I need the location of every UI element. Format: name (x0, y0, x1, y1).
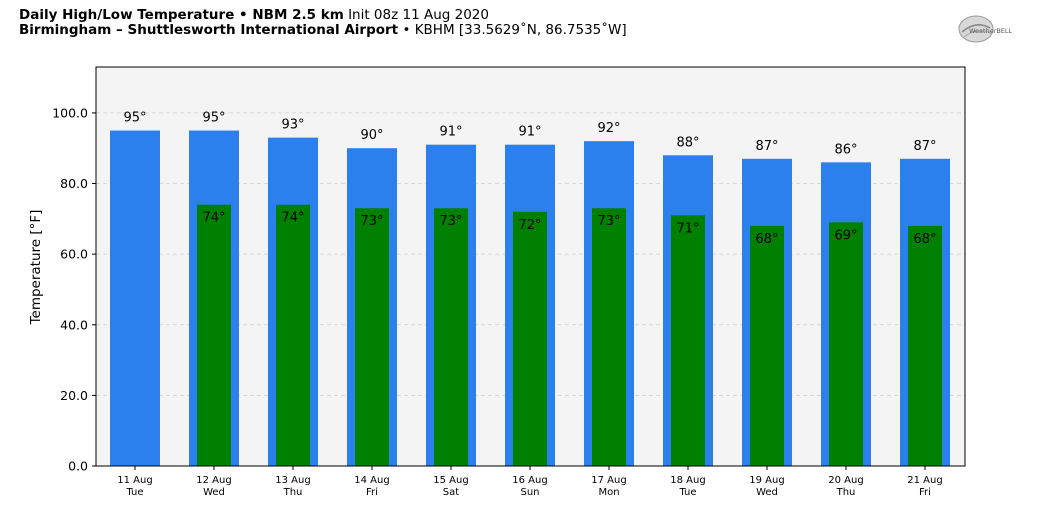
high-label: 87° (913, 139, 936, 154)
low-bar (592, 208, 626, 466)
x-tick-day: Sat (443, 487, 459, 498)
x-tick-date: 13 Aug (275, 475, 310, 486)
low-label: 68° (913, 232, 936, 247)
x-tick-day: Wed (203, 487, 225, 498)
low-bar (671, 215, 705, 466)
y-tick-label: 60.0 (60, 247, 88, 262)
low-bar (276, 204, 310, 467)
low-bar (434, 208, 468, 466)
low-label: 72° (518, 218, 541, 233)
x-tick-day: Tue (125, 487, 143, 498)
station-info: • KBHM [33.5629˚N, 86.7535˚W] (402, 22, 627, 38)
x-tick-day: Sun (520, 487, 539, 498)
high-label: 88° (676, 135, 699, 150)
low-label: 71° (676, 221, 699, 236)
x-tick-day: Mon (598, 487, 619, 498)
high-label: 95° (202, 111, 225, 126)
high-label: 90° (360, 128, 383, 143)
low-label: 74° (202, 211, 225, 226)
low-label: 69° (834, 228, 857, 243)
low-label: 73° (360, 214, 383, 229)
x-tick-date: 11 Aug (117, 475, 152, 486)
low-bar (355, 208, 389, 466)
x-tick-date: 18 Aug (670, 475, 705, 486)
low-bar (750, 225, 784, 466)
y-axis-label: Temperature [°F] (28, 210, 44, 326)
x-tick-date: 15 Aug (433, 475, 468, 486)
y-tick-label: 20.0 (60, 388, 88, 403)
high-label: 86° (834, 142, 857, 157)
x-tick-date: 19 Aug (749, 475, 784, 486)
x-tick-day: Thu (283, 487, 303, 498)
y-tick-label: 0.0 (68, 459, 88, 474)
y-tick-label: 40.0 (60, 317, 88, 332)
low-bars: 74° 74° 73° 73° 72° 73° 71° 68° 69° 68° (197, 204, 942, 467)
high-label: 95° (123, 111, 146, 126)
x-tick-day: Fri (919, 487, 931, 498)
x-tick-day: Thu (836, 487, 856, 498)
high-label: 93° (281, 118, 304, 133)
low-label: 68° (755, 232, 778, 247)
high-label: 91° (439, 125, 462, 140)
header-line-2: Birmingham – Shuttlesworth International… (19, 23, 627, 38)
low-bar (197, 204, 231, 467)
x-tick-date: 21 Aug (907, 475, 942, 486)
high-label: 91° (518, 125, 541, 140)
y-tick-label: 100.0 (52, 105, 88, 120)
x-tick-date: 14 Aug (354, 475, 389, 486)
y-tick-label: 80.0 (60, 176, 88, 191)
header-line-1: Daily High/Low Temperature • NBM 2.5 km … (19, 8, 627, 23)
location-name: Birmingham – Shuttlesworth International… (19, 22, 399, 38)
high-label: 92° (597, 121, 620, 136)
low-bar (908, 225, 942, 466)
low-label: 73° (439, 214, 462, 229)
x-tick-day: Tue (678, 487, 696, 498)
plot-frame (95, 66, 966, 467)
init-time: Init 08z 11 Aug 2020 (348, 7, 489, 23)
logo-text: WeatherBELL (969, 27, 1013, 35)
x-tick-date: 17 Aug (591, 475, 626, 486)
x-tick-date: 12 Aug (196, 475, 231, 486)
chart-header: Daily High/Low Temperature • NBM 2.5 km … (19, 8, 627, 38)
y-axis: 0.0 20.0 40.0 60.0 80.0 100.0 (52, 105, 96, 474)
x-tick-day: Wed (756, 487, 778, 498)
low-bar (513, 211, 547, 466)
low-label: 73° (597, 214, 620, 229)
high-bar (110, 130, 160, 466)
high-label: 87° (755, 139, 778, 154)
x-tick-date: 16 Aug (512, 475, 547, 486)
low-label: 74° (281, 211, 304, 226)
chart-title: Daily High/Low Temperature • NBM 2.5 km (19, 7, 344, 23)
x-tick-day: Fri (366, 487, 378, 498)
x-tick-date: 20 Aug (828, 475, 863, 486)
weatherbell-logo: WeatherBELL (958, 15, 1013, 43)
low-bar (829, 222, 863, 466)
